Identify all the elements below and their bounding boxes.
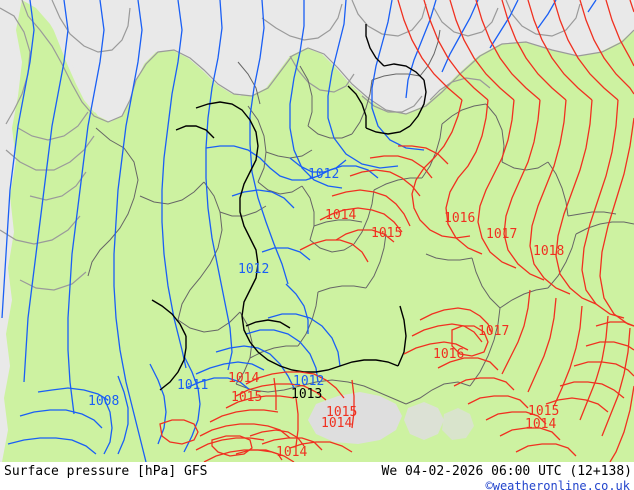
- alpine-grey-areas: [308, 392, 474, 444]
- isobar-label: 1014: [525, 417, 557, 432]
- isobar-label: 1012: [238, 262, 270, 277]
- isobar-label: 1015: [326, 405, 358, 420]
- isobar-label: 1014: [276, 445, 308, 460]
- coastlines: [0, 0, 634, 291]
- isobar-label: 1012: [308, 167, 340, 182]
- isobar-label: 1014: [325, 208, 357, 223]
- run-datetime: We 04-02-2026 06:00 UTC (12+138): [381, 464, 632, 479]
- isobar-label: 1015: [528, 404, 560, 419]
- isobar-label: 1012: [293, 374, 325, 389]
- sea-mass: [22, 0, 634, 122]
- isobars-low: [1, 0, 597, 462]
- isobar-label: 1017: [478, 324, 510, 339]
- map-canvas: [0, 0, 634, 462]
- isobar-label: 1016: [433, 347, 465, 362]
- product-title: Surface pressure [hPa] GFS: [4, 464, 208, 479]
- isobar-label: 1017: [486, 227, 518, 242]
- isobar-label: 1014: [321, 416, 353, 431]
- country-borders: [87, 29, 634, 405]
- isobar-label: 1011: [177, 378, 209, 393]
- isobar-label: 1008: [88, 394, 120, 409]
- isobars-high: [159, 0, 634, 462]
- isobar-1013: [151, 24, 427, 391]
- surface-pressure-map[interactable]: 1008 1011 1012 1012 1012 1013 1014 1014 1014 1014…: [0, 0, 634, 462]
- isobar-label: 1015: [231, 390, 263, 405]
- isobar-label: 1018: [533, 244, 565, 259]
- isobar-label: 1015: [371, 226, 403, 241]
- isobar-label: 1014: [228, 371, 260, 386]
- isobar-label: 1013: [291, 387, 323, 402]
- isobar-label: 1016: [444, 211, 476, 226]
- map-footer: Surface pressure [hPa] GFS We 04-02-2026…: [0, 462, 634, 490]
- copyright-notice: ©weatheronline.co.uk: [485, 479, 631, 490]
